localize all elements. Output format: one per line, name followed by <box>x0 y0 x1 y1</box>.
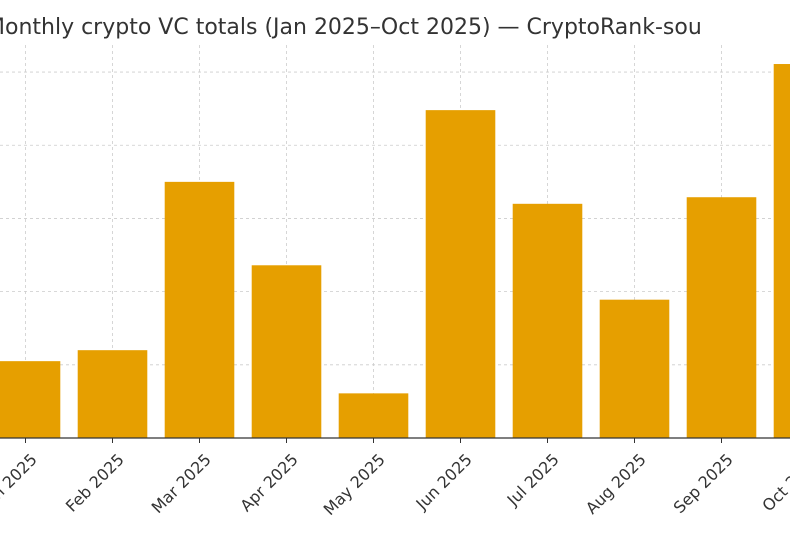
chart-title: Monthly crypto VC totals (Jan 2025–Oct 2… <box>0 15 702 40</box>
bar <box>686 197 757 438</box>
x-tick-label: Oct 2025 <box>758 450 790 515</box>
x-tick-label: Jun 2025 <box>412 450 476 514</box>
x-tick-label: Jan 2025 <box>0 450 41 514</box>
bar <box>512 203 583 438</box>
bar <box>164 181 235 439</box>
x-tick-label: Feb 2025 <box>62 450 128 516</box>
bar <box>251 265 322 438</box>
bar <box>599 299 670 438</box>
bar <box>0 361 61 438</box>
bar <box>425 110 496 438</box>
bar <box>773 64 790 439</box>
x-tick-label: Apr 2025 <box>236 450 301 515</box>
x-tick-label: Jul 2025 <box>503 450 563 510</box>
x-tick-label: Aug 2025 <box>582 450 650 518</box>
bar <box>338 393 409 438</box>
x-tick-label: Sep 2025 <box>670 450 737 517</box>
x-tick-label: Mar 2025 <box>148 450 215 517</box>
x-tick-label: May 2025 <box>320 450 389 519</box>
bar <box>77 350 148 438</box>
